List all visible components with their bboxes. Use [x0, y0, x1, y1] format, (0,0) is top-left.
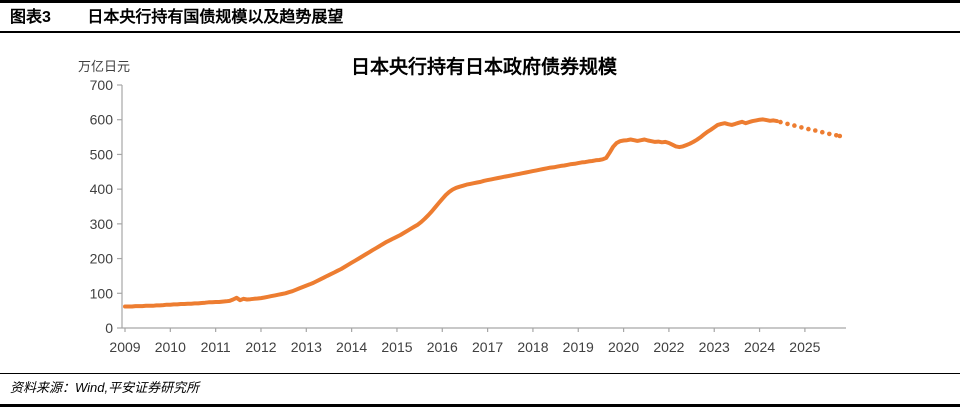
- y-tick-label: 400: [90, 181, 114, 197]
- chart-area: 0 100 200 300 400 500 600 700 2009 2010 2011 2012 20…: [0, 33, 960, 373]
- x-tick-label: 2020: [608, 339, 639, 355]
- x-tick-label: 2024: [744, 339, 775, 355]
- figure-tag: 图表3: [10, 9, 51, 26]
- y-axis-unit-label: 万亿日元: [78, 59, 130, 74]
- y-tick-label: 600: [90, 112, 114, 128]
- y-tick-label: 300: [90, 216, 114, 232]
- y-tick-label: 700: [90, 77, 114, 93]
- x-tick-label: 2013: [291, 339, 322, 355]
- x-tick-label: 2015: [381, 339, 412, 355]
- figure-footer: 资料来源：Wind,平安证券研究所: [0, 373, 960, 407]
- x-tick-label: 2016: [427, 339, 458, 355]
- x-tick-label: 2023: [699, 339, 730, 355]
- x-tick-label: 2025: [789, 339, 820, 355]
- source-note: 资料来源：Wind,平安证券研究所: [10, 380, 200, 395]
- y-tick-label: 200: [90, 251, 114, 267]
- figure-header: 图表3 日本央行持有国债规模以及趋势展望: [0, 0, 960, 33]
- figure-header-title: 日本央行持有国债规模以及趋势展望: [87, 9, 344, 26]
- x-tick-label: 2009: [109, 339, 140, 355]
- x-tick-label: 2011: [201, 339, 231, 355]
- y-tick-label: 0: [105, 320, 113, 336]
- axes: [121, 85, 846, 329]
- x-tick-label: 2019: [563, 339, 594, 355]
- x-tick-label: 2017: [472, 339, 503, 355]
- y-tick-label: 500: [90, 146, 114, 162]
- series-dots-outlook: [778, 119, 843, 139]
- x-tick-label: 2018: [517, 339, 548, 355]
- x-tick-label: 2022: [653, 339, 684, 355]
- y-tick-label: 100: [90, 285, 114, 301]
- y-axis: 0 100 200 300 400 500 600 700: [90, 77, 122, 336]
- chart-title: 日本央行持有日本政府债券规模: [351, 55, 618, 78]
- x-tick-label: 2014: [336, 339, 367, 355]
- x-tick-label: 2012: [245, 339, 276, 355]
- x-tick-label: 2010: [155, 339, 186, 355]
- x-axis: 2009 2010 2011 2012 2013 2014 2015 2016 2017 2018…: [109, 328, 821, 355]
- series-line-actual: [123, 117, 779, 309]
